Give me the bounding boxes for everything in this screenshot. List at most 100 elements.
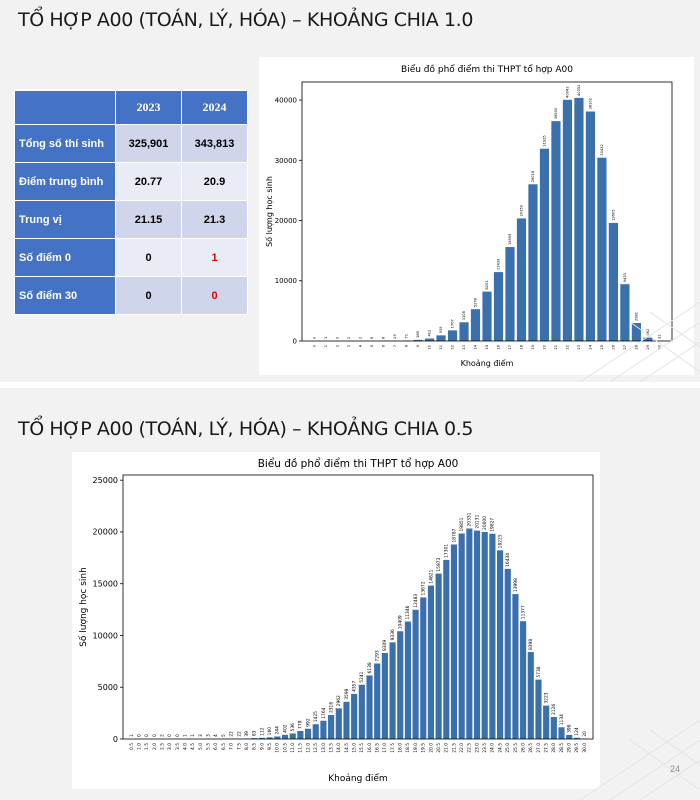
table-row: Trung vị 21.15 21.3 bbox=[14, 200, 248, 239]
x-tick-label: 13 bbox=[462, 345, 466, 350]
table-row: Số điểm 0 0 1 bbox=[14, 238, 248, 277]
x-tick-label: 17.5 bbox=[390, 743, 396, 753]
x-tick-label: 13.0 bbox=[321, 743, 327, 753]
x-tick-label: 5.0 bbox=[198, 743, 204, 750]
chart-title: Biểu đồ phổ điểm thi THPT tổ hợp A00 bbox=[258, 457, 459, 470]
x-tick-label: 18.0 bbox=[398, 743, 404, 753]
x-tick-label: 19.0 bbox=[413, 743, 419, 753]
bar bbox=[251, 738, 258, 739]
x-tick-label: 21.0 bbox=[444, 743, 450, 753]
y-axis-label: Số lượng học sinh bbox=[78, 567, 89, 647]
data-label: 0 bbox=[144, 734, 150, 737]
plot-frame bbox=[301, 81, 673, 342]
bar bbox=[274, 736, 281, 739]
data-label: 0 bbox=[152, 734, 158, 737]
data-label: 992 bbox=[305, 718, 311, 727]
data-label: 6138 bbox=[367, 662, 373, 673]
x-tick-label: 24.5 bbox=[497, 743, 503, 753]
data-label: 3 bbox=[206, 734, 212, 737]
data-label: 19851 bbox=[459, 517, 465, 531]
data-label: 22 bbox=[236, 731, 242, 737]
data-label: 939 bbox=[439, 326, 443, 334]
x-tick-label: 0 bbox=[313, 344, 317, 347]
x-tick-label: 20.0 bbox=[428, 743, 434, 753]
chart-title: Biểu đồ phổ điểm thi THPT tổ hợp A00 bbox=[401, 64, 573, 75]
x-tick-label: 23.0 bbox=[474, 743, 480, 753]
x-tick-label: 15.5 bbox=[359, 743, 365, 753]
x-tick-label: 25 bbox=[600, 345, 604, 350]
data-label: 1 bbox=[324, 337, 328, 339]
bar bbox=[427, 585, 435, 739]
data-label: 30432 bbox=[600, 144, 604, 155]
bar bbox=[489, 533, 496, 739]
x-tick-label: 17 bbox=[508, 345, 512, 350]
x-tick-label: 8.0 bbox=[244, 743, 250, 750]
x-tick-label: 14.0 bbox=[336, 743, 342, 753]
bar bbox=[320, 720, 327, 739]
x-tick-label: 11.5 bbox=[298, 743, 304, 753]
x-tick-label: 12.0 bbox=[305, 743, 311, 753]
x-tick-label: 22 bbox=[566, 345, 570, 350]
x-tick-label: 24 bbox=[588, 344, 592, 349]
bar bbox=[466, 528, 473, 739]
data-label: 18787 bbox=[451, 528, 457, 542]
stats-table: 2023 2024 Tổng số thí sinh 325,901 343,8… bbox=[14, 90, 248, 315]
x-tick-label: 16.0 bbox=[367, 743, 373, 753]
bar bbox=[473, 530, 481, 739]
slide-a00-interval-05: TỔ HỢP A00 (TOÁN, LÝ, HÓA) – KHOẢNG CHIA… bbox=[0, 388, 700, 800]
data-label: 20000 bbox=[482, 516, 488, 530]
x-tick-label: 9.5 bbox=[267, 743, 273, 750]
x-tick-label: 8 bbox=[405, 344, 409, 347]
corner-decoration bbox=[579, 301, 700, 382]
table-header-empty bbox=[14, 90, 116, 125]
value-2024: 1 bbox=[181, 238, 248, 277]
value-2023: 325,901 bbox=[115, 124, 182, 163]
x-axis-label: Khoảng điểm bbox=[461, 358, 514, 368]
data-label: 2981 bbox=[634, 312, 638, 321]
row-label: Số điểm 0 bbox=[14, 238, 116, 277]
x-tick-label: 20 bbox=[543, 344, 547, 349]
y-tick-label: 25000 bbox=[93, 476, 118, 485]
x-tick-label: 9 bbox=[416, 344, 420, 347]
data-label: 29 bbox=[393, 334, 397, 339]
x-tick-label: 26.5 bbox=[528, 743, 534, 753]
data-label: 18225 bbox=[497, 534, 503, 548]
bar bbox=[512, 594, 519, 739]
data-label: 2 bbox=[359, 337, 363, 339]
value-2024: 343,813 bbox=[181, 124, 248, 163]
data-label: 1134 bbox=[559, 714, 565, 725]
row-label: Số điểm 30 bbox=[14, 276, 116, 315]
bar bbox=[424, 338, 435, 341]
data-label: 8 bbox=[382, 336, 386, 339]
bar bbox=[447, 330, 458, 341]
bar bbox=[558, 727, 565, 739]
x-axis-label: Khoảng điểm bbox=[328, 773, 387, 784]
data-label: 2316 bbox=[328, 702, 334, 713]
row-label: Tổng số thí sinh bbox=[14, 124, 116, 163]
y-tick-label: 20000 bbox=[93, 528, 118, 537]
data-label: 14821 bbox=[428, 569, 434, 583]
x-tick-label: 15 bbox=[485, 345, 489, 350]
bar bbox=[574, 97, 584, 341]
value-2024: 21.3 bbox=[181, 200, 248, 239]
bar bbox=[266, 737, 273, 739]
score-distribution-chart-2: Biểu đồ phổ điểm thi THPT tổ hợp A00 0 500… bbox=[72, 452, 600, 789]
bar bbox=[397, 631, 404, 739]
x-tick-label: 29.5 bbox=[574, 743, 580, 753]
y-tick-label: 5000 bbox=[98, 683, 118, 692]
x-tick-label: 13.5 bbox=[328, 743, 334, 753]
bar bbox=[412, 609, 419, 739]
data-label: 19827 bbox=[490, 518, 496, 532]
data-label: 124 bbox=[574, 727, 580, 736]
bar bbox=[528, 184, 538, 341]
data-label: 7293 bbox=[375, 650, 381, 661]
data-label: 5241 bbox=[359, 671, 365, 682]
data-label: 6 bbox=[370, 336, 374, 339]
x-tick-label: 10 bbox=[428, 344, 432, 349]
data-label: 22 bbox=[229, 731, 235, 737]
x-tick-label: 11.0 bbox=[290, 743, 296, 753]
bar bbox=[470, 309, 481, 341]
x-tick-label: 7.0 bbox=[229, 743, 235, 750]
data-label: 2 bbox=[159, 734, 165, 737]
data-label: 0 bbox=[136, 734, 142, 737]
